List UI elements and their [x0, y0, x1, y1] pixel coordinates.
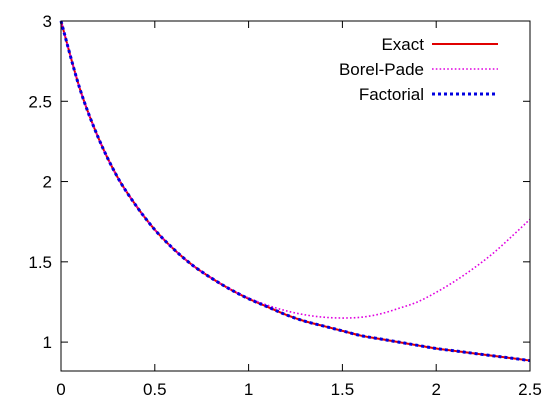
y-tick-label: 1.5: [28, 253, 52, 272]
plot-curves: [59, 20, 531, 363]
x-tick-label: 0.5: [143, 380, 167, 399]
plot-frame: [60, 20, 531, 372]
series-line-borel-pade: [60, 20, 531, 319]
x-tick-label: 2.5: [518, 380, 542, 399]
legend-label-borel-pade: Borel-Pade: [339, 60, 424, 79]
axis-ticks: 0 0.5 1 1.5 2 2.5 1 1.5 2 2.5 3: [28, 12, 541, 399]
x-tick-label: 0: [56, 380, 65, 399]
y-tick-label: 2: [43, 173, 52, 192]
series-line-exact: [60, 20, 531, 362]
legend: Exact Borel-Pade Factorial: [339, 35, 498, 104]
series-line-factorial: [59, 20, 531, 363]
legend-label-factorial: Factorial: [359, 85, 424, 104]
y-tick-label: 2.5: [28, 92, 52, 111]
x-tick-label: 2: [431, 380, 440, 399]
x-tick-label: 1: [244, 380, 253, 399]
legend-label-exact: Exact: [381, 35, 424, 54]
y-tick-label: 3: [43, 12, 52, 31]
y-tick-label: 1: [43, 333, 52, 352]
x-tick-label: 1.5: [331, 380, 355, 399]
